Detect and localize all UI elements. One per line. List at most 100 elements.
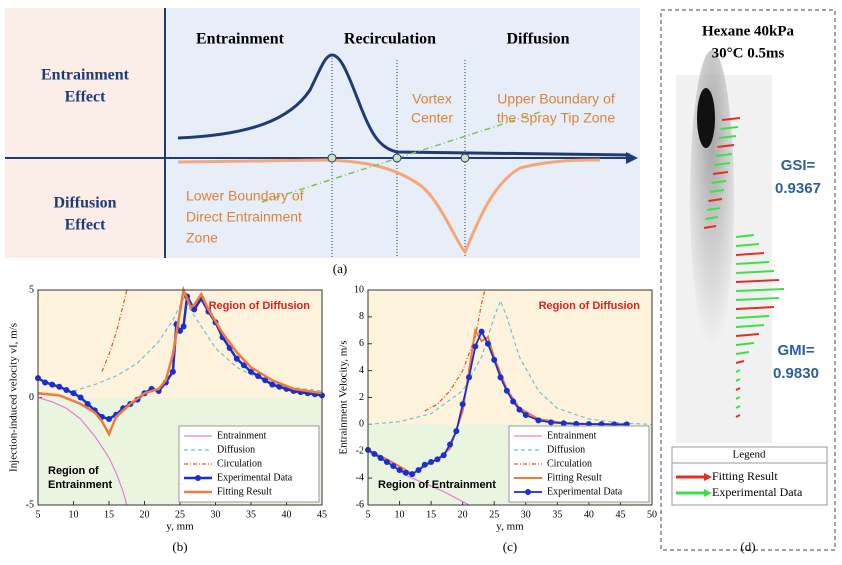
vector-arrow: [735, 333, 760, 337]
left-label: Effect: [65, 217, 107, 234]
annotation: Lower Boundary of: [186, 188, 304, 204]
y-tick-label: -6: [356, 499, 364, 510]
y-tick-label: 4: [359, 365, 364, 376]
x-tick-label: 35: [552, 509, 562, 520]
vector-arrow: [705, 216, 719, 220]
data-point: [402, 469, 409, 476]
data-point: [459, 401, 466, 408]
zone-label: Entrainment: [196, 31, 285, 48]
data-point: [248, 368, 254, 375]
vector-arrow: [735, 252, 765, 256]
y-tick-label: 0: [359, 419, 364, 430]
region-above: [368, 290, 652, 425]
x-axis-label: y, mm: [166, 521, 194, 533]
x-tick-label: 40: [584, 509, 594, 520]
panel-d: Hexane 40kPa 30°C 0.5ms GSI= 0.9367 GMI=…: [660, 9, 836, 554]
vector-arrow: [735, 270, 775, 274]
entrainment-curve: [177, 53, 631, 157]
data-point: [77, 394, 84, 401]
data-point: [70, 390, 77, 397]
legend-marker: [525, 489, 531, 495]
legend-label: Entrainment: [217, 430, 267, 441]
schematic: Entrainment Effect Diffusion Effect Entr…: [5, 8, 640, 276]
data-point: [177, 327, 183, 334]
y-tick-label: -4: [356, 472, 364, 483]
panel-label: (b): [172, 539, 187, 554]
vector-arrow: [735, 243, 760, 247]
panel-label: (c): [503, 539, 517, 554]
vector-arrow: [718, 135, 737, 139]
legend-label: Circulation: [217, 458, 262, 469]
vector-arrow: [735, 351, 750, 355]
x-tick-label: 50: [647, 509, 657, 520]
left-label: Effect: [65, 89, 107, 106]
data-point: [440, 452, 447, 459]
vector-arrow: [735, 234, 755, 238]
data-point: [42, 379, 49, 386]
annotation: the Spray Tip Zone: [497, 110, 616, 126]
vector-arrow: [706, 207, 721, 211]
x-tick-label: 35: [246, 509, 256, 520]
data-point: [49, 381, 56, 388]
data-point: [396, 467, 403, 474]
legend-arrowhead: [704, 473, 712, 481]
gsi: 0.9367: [775, 180, 821, 197]
plot-frame: [367, 289, 653, 506]
left-label: Entrainment: [41, 67, 130, 84]
series-line: [37, 285, 323, 437]
x-tick-label: 5: [36, 509, 41, 520]
legend-label: Fitting Result: [217, 486, 272, 497]
legend-label: Circulation: [547, 458, 592, 469]
data-point: [63, 386, 70, 393]
legend-label: Diffusion: [217, 444, 255, 455]
plot-frame: [37, 289, 323, 506]
vector-arrow: [735, 360, 745, 364]
x-tick-label: 30: [521, 509, 531, 520]
legend-label: Entrainment: [547, 430, 597, 441]
legend-marker: [195, 475, 201, 481]
panel-label: (d): [740, 539, 755, 554]
y-axis-label: Entrainment Velocity, m/s: [338, 340, 350, 454]
data-point: [56, 383, 63, 390]
vector-arrow: [717, 144, 735, 148]
data-point: [535, 417, 542, 424]
y-tick-label: -2: [356, 446, 364, 457]
data-point: [428, 459, 435, 465]
x-tick-label: 15: [104, 509, 114, 520]
y-tick-label: 5: [29, 284, 34, 295]
data-point: [434, 456, 441, 463]
x-tick-label: 45: [317, 509, 327, 520]
title: 30°C 0.5ms: [712, 45, 785, 61]
x-tick-label: 40: [282, 509, 292, 520]
data-point: [465, 374, 472, 381]
left-region: [5, 8, 165, 258]
marker: [327, 153, 337, 163]
region-label: Region of Entrainment: [378, 479, 496, 491]
x-tick-label: 25: [489, 509, 499, 520]
annotation: Upper Boundary of: [497, 91, 615, 107]
data-point: [255, 373, 262, 379]
data-point: [415, 467, 422, 474]
legend-label: Experimental Data: [712, 485, 803, 499]
legend-label: Diffusion: [547, 444, 585, 455]
y-tick-label: 10: [354, 284, 364, 295]
region-label: Entrainment: [48, 479, 113, 491]
x-axis-label: y, mm: [496, 521, 524, 533]
vector-arrow: [715, 153, 733, 157]
series-line: [101, 289, 128, 372]
vector-arrow: [709, 189, 725, 193]
data-point: [548, 419, 555, 426]
right-region: [165, 8, 640, 258]
panel-label: (a): [333, 261, 347, 276]
vector-arrow: [721, 117, 741, 121]
vector-arrow: [735, 306, 775, 310]
vector-arrow: [735, 324, 765, 328]
legend-title: Legend: [733, 449, 766, 461]
annotation: Vortex: [412, 91, 452, 107]
data-point: [371, 450, 378, 457]
legend-label: Fitting Result: [712, 469, 778, 483]
data-point: [233, 355, 240, 362]
vector-arrow: [712, 171, 729, 175]
vector-arrow: [735, 387, 741, 391]
x-tick-label: 5: [366, 509, 371, 520]
